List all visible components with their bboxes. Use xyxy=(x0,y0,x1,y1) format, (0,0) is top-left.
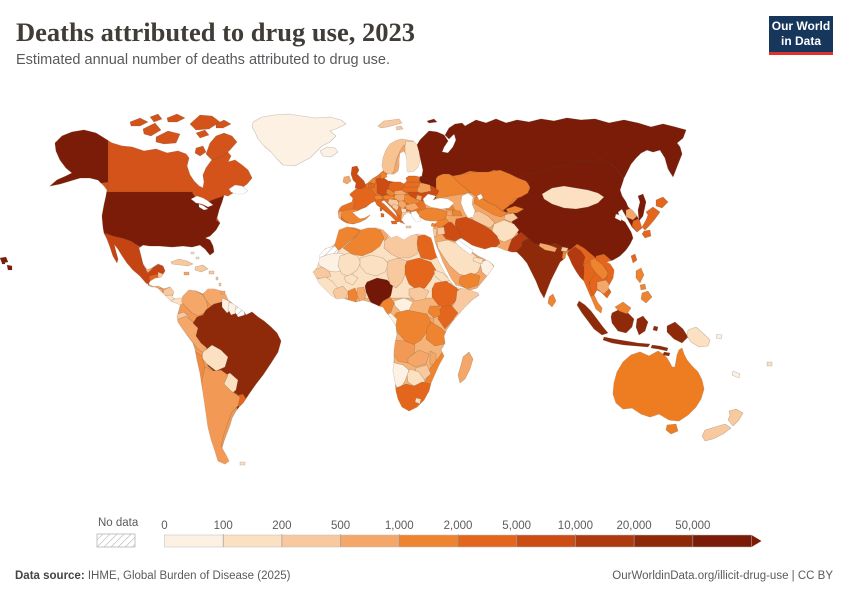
svg-text:50,000: 50,000 xyxy=(675,520,710,532)
svg-text:10,000: 10,000 xyxy=(558,520,593,532)
svg-text:0: 0 xyxy=(161,520,167,532)
svg-text:500: 500 xyxy=(331,520,350,532)
svg-text:5,000: 5,000 xyxy=(502,520,531,532)
svg-text:200: 200 xyxy=(272,520,291,532)
svg-text:20,000: 20,000 xyxy=(617,520,652,532)
svg-text:1,000: 1,000 xyxy=(385,520,414,532)
svg-text:100: 100 xyxy=(214,520,233,532)
svg-text:2,000: 2,000 xyxy=(444,520,473,532)
